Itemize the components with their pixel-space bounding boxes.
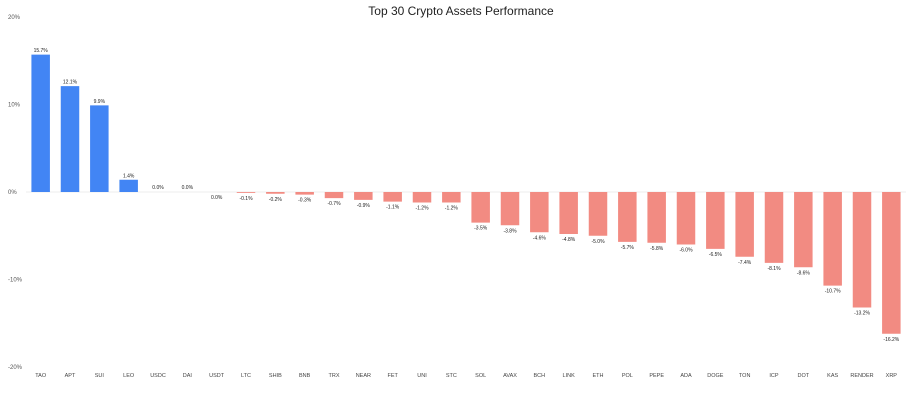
bar-pol (618, 192, 637, 242)
bar-apt (60, 86, 80, 192)
bar-bnb (295, 192, 314, 195)
bar-link (559, 192, 578, 234)
x-tick-label: PEPE (649, 373, 664, 379)
bar-leo (119, 179, 138, 192)
data-label: -0.9% (357, 203, 371, 209)
x-tick-label: ETH (593, 373, 604, 379)
data-label: 0.0% (211, 195, 223, 201)
x-tick-label: TRX (329, 373, 340, 379)
x-tick-label: BCH (534, 373, 546, 379)
data-label: -4.6% (533, 235, 547, 241)
x-tick-label: UNI (417, 373, 427, 379)
bar-bch (530, 192, 549, 233)
bar-sui (90, 105, 109, 192)
bar-kas (823, 192, 842, 286)
data-label: -1.1% (386, 205, 400, 211)
data-label: -8.1% (767, 266, 781, 272)
y-tick-label: 20% (8, 15, 21, 21)
x-tick-label: AVAX (503, 373, 517, 379)
data-label: -6.0% (679, 248, 693, 254)
x-tick-label: TAO (35, 373, 47, 379)
data-label: -6.5% (709, 252, 723, 258)
data-label: -0.7% (327, 201, 341, 207)
bar-doge (706, 192, 725, 249)
data-label: 9.9% (94, 99, 106, 105)
x-tick-label: DAI (183, 373, 193, 379)
bar-fet (383, 192, 402, 202)
data-label: -8.6% (797, 270, 811, 276)
x-tick-label: SUI (95, 373, 105, 379)
data-label: -0.3% (298, 198, 312, 204)
bar-eth (588, 192, 608, 236)
x-tick-label: APT (65, 373, 76, 379)
x-tick-label: TON (739, 373, 751, 379)
bar-ltc (236, 192, 256, 193)
data-label: -1.2% (415, 206, 429, 212)
x-tick-label: POL (622, 373, 633, 379)
x-tick-label: XRP (886, 373, 898, 379)
data-label: -5.8% (650, 246, 664, 252)
x-tick-label: SHIB (269, 373, 282, 379)
data-label: 15.7% (34, 48, 49, 54)
x-tick-label: LEO (123, 373, 135, 379)
data-label: -13.2% (854, 311, 870, 317)
bar-tao (31, 54, 50, 192)
data-label: -10.7% (825, 289, 841, 295)
bar-uni (412, 192, 432, 203)
data-label: -3.8% (503, 228, 517, 234)
bar-near (354, 192, 373, 200)
data-label: -3.5% (474, 226, 488, 232)
data-label: 12.1% (63, 80, 78, 86)
data-label: -0.2% (269, 197, 283, 203)
x-tick-label: LINK (563, 373, 576, 379)
data-label: -4.8% (562, 237, 576, 243)
x-tick-label: USDT (209, 373, 225, 379)
x-tick-label: ICP (769, 373, 779, 379)
x-tick-label: DOGE (707, 373, 724, 379)
bar-icp (764, 192, 784, 263)
x-tick-label: LTC (241, 373, 251, 379)
data-label: -5.0% (591, 239, 605, 245)
x-tick-label: SOL (475, 373, 486, 379)
bar-avax (500, 192, 520, 226)
data-label: -1.2% (445, 206, 459, 212)
x-tick-label: STC (446, 373, 457, 379)
y-tick-label: -20% (8, 365, 23, 371)
data-label: 1.4% (123, 173, 135, 179)
data-label: 0.0% (182, 185, 194, 191)
y-tick-label: 0% (8, 190, 17, 196)
data-label: -7.4% (738, 260, 752, 266)
x-tick-label: ADA (680, 373, 692, 379)
bar-stc (442, 192, 461, 203)
bar-trx (324, 192, 344, 199)
bar-ada (676, 192, 696, 245)
data-label: -16.2% (883, 337, 899, 343)
data-label: 0.0% (152, 185, 164, 191)
bar-render (852, 192, 872, 308)
x-tick-label: FET (387, 373, 398, 379)
bar-pepe (647, 192, 666, 243)
y-tick-label: 10% (8, 103, 21, 109)
x-tick-label: RENDER (850, 373, 873, 379)
x-tick-label: BNB (299, 373, 311, 379)
bar-sol (471, 192, 490, 223)
x-tick-label: DOT (798, 373, 810, 379)
bar-xrp (882, 192, 901, 334)
bar-shib (266, 192, 285, 194)
bar-dot (794, 192, 813, 268)
data-label: -0.1% (239, 196, 253, 202)
chart-title: Top 30 Crypto Assets Performance (368, 4, 554, 18)
x-tick-label: USDC (150, 373, 166, 379)
x-tick-label: KAS (827, 373, 838, 379)
y-tick-label: -10% (8, 278, 23, 284)
x-tick-label: NEAR (356, 373, 371, 379)
data-label: -5.7% (621, 245, 635, 251)
bar-ton (735, 192, 754, 257)
